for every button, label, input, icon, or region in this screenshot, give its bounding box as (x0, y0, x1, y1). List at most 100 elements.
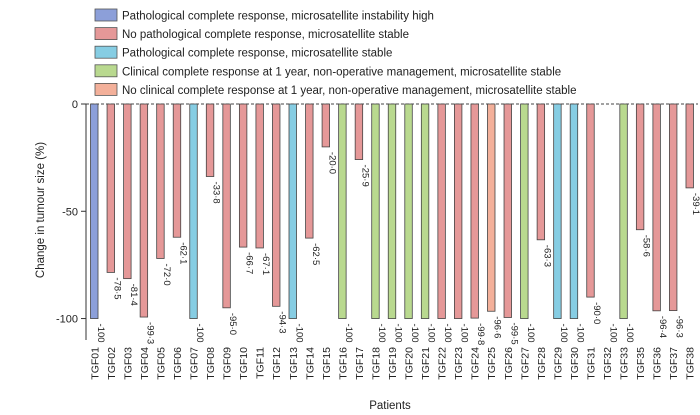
bar-tgf22 (437, 103, 446, 319)
bar-tgf04 (139, 103, 149, 318)
value-label-tgf10: -66·7 (244, 252, 255, 274)
x-tick-label: TGF22 (437, 347, 449, 380)
x-tick-label: TGF19 (387, 347, 399, 380)
x-tick-label: TGF12 (271, 347, 283, 380)
x-tick-label: TGF08 (205, 347, 217, 380)
chart-legend: Pathological complete response, microsat… (94, 8, 577, 97)
bar-tgf31 (586, 103, 595, 298)
value-label-tgf19: -100 (393, 324, 404, 343)
legend-swatch-no_pcr_mss (94, 27, 118, 41)
bar-tgf10 (238, 103, 248, 248)
bar-tgf23 (454, 103, 463, 319)
bar-tgf11 (255, 103, 264, 249)
x-tick-label: TGF02 (106, 347, 118, 380)
bar-tgf36 (652, 103, 661, 312)
legend-label-pcr_msi: Pathological complete response, microsat… (122, 11, 434, 23)
x-tick-label: TGF13 (288, 347, 300, 380)
bar-tgf20 (404, 103, 413, 319)
value-label-tgf15: -20·0 (326, 152, 337, 174)
bar-tgf29 (553, 103, 562, 319)
y-axis-title: Change in tumour size (%) (35, 142, 47, 278)
bar-tgf12 (272, 103, 281, 307)
x-tick-label: TGF04 (139, 347, 151, 380)
value-label-tgf05: -72·0 (161, 263, 172, 285)
value-label-tgf14: -62·5 (310, 243, 321, 265)
x-tick-label: TGF30 (569, 347, 581, 380)
bar-tgf08 (205, 103, 215, 177)
bar-tgf15 (321, 103, 330, 148)
value-label-tgf01: -100 (95, 324, 106, 343)
value-label-tgf07: -100 (194, 324, 205, 343)
value-label-tgf33: -100 (624, 324, 635, 343)
bar-tgf01 (90, 103, 99, 319)
value-label-tgf03: -81·4 (128, 284, 139, 306)
x-tick-label: TGF16 (337, 347, 349, 380)
bar-tgf14 (305, 103, 314, 239)
bar-tgf09 (222, 103, 231, 309)
value-label-tgf37: -96·3 (674, 316, 685, 338)
y-axis: 0 -50 -100 (56, 99, 87, 340)
x-tick-label: TGF27 (519, 347, 531, 380)
value-label-tgf23: -100 (459, 324, 470, 343)
value-label-tgf26: -99·5 (508, 322, 519, 344)
x-tick-label: TGF37 (668, 347, 680, 380)
value-label-tgf12: -94·3 (277, 311, 288, 333)
x-tick-label: TGF20 (404, 347, 416, 380)
legend-swatch-pcr_mss (94, 45, 118, 59)
x-tick-label: TGF25 (486, 347, 498, 380)
bar-tgf05 (156, 103, 165, 259)
value-label-tgf30: -100 (574, 324, 585, 343)
x-tick-label: TGF05 (155, 347, 167, 380)
bar-tgf24 (470, 103, 479, 319)
bar-tgf06 (172, 103, 182, 238)
value-label-tgf27: -100 (525, 324, 536, 343)
value-label-tgf11: -67·1 (260, 253, 271, 275)
x-tick-label: TGF36 (652, 347, 664, 380)
x-tick-label: TGF18 (370, 347, 382, 380)
plot-area: -100 -78·5 -81·4 -99·3 -72·0 -62·1 -100 -33·8 -9… (86, 103, 700, 345)
x-tick-label: TGF28 (536, 347, 548, 380)
value-label-tgf20: -100 (409, 324, 420, 343)
value-label-tgf28: -63·3 (541, 245, 552, 267)
x-tick-label: TGF23 (453, 347, 465, 380)
value-label-tgf35: -58·6 (641, 235, 652, 257)
x-tick-label: TGF31 (585, 347, 597, 380)
x-tick-label: TGF15 (321, 347, 333, 380)
value-label-tgf16: -100 (343, 324, 354, 343)
x-axis-title: Patients (369, 400, 411, 412)
legend-label-no_pcr_mss: No pathological complete response, micro… (122, 29, 409, 41)
x-tick-label: TGF07 (189, 347, 201, 380)
value-label-tgf02: -78·5 (111, 277, 122, 299)
x-tick-label: TGF10 (238, 347, 250, 380)
x-tick-label: TGF06 (172, 347, 184, 380)
value-label-tgf18: -100 (376, 324, 387, 343)
legend-swatch-pcr_msi (94, 8, 118, 22)
bar-tgf13 (288, 103, 297, 319)
bar-tgf27 (520, 103, 529, 319)
bar-tgf03 (123, 103, 132, 280)
bar-tgf16 (338, 103, 347, 319)
x-tick-label: TGF26 (503, 347, 515, 380)
x-tick-label: TGF03 (122, 347, 134, 380)
bar-tgf19 (387, 103, 397, 319)
legend-swatch-ccr (94, 64, 118, 78)
x-tick-label: TGF09 (222, 347, 234, 380)
x-tick-label: TGF01 (89, 347, 101, 380)
x-tick-label: TGF17 (354, 347, 366, 380)
value-label-tgf31: -90·0 (591, 302, 602, 324)
legend-label-ccr: Clinical complete response at 1 year, no… (122, 66, 561, 78)
bar-tgf21 (420, 103, 430, 319)
bar-tgf26 (503, 103, 512, 318)
value-label-tgf24: -99·8 (475, 323, 486, 345)
bar-tgf25 (487, 103, 496, 312)
x-tick-label: TGF32 (602, 347, 614, 380)
bar-tgf17 (354, 103, 364, 160)
legend-label-pcr_mss: Pathological complete response, microsat… (122, 48, 392, 60)
bar-tgf33 (619, 103, 628, 319)
bar-tgf02 (106, 103, 115, 273)
value-label-tgf29: -100 (558, 324, 569, 343)
x-tick-label: TGF33 (619, 347, 631, 380)
value-label-tgf09: -95·0 (227, 313, 238, 335)
x-tick-label: TGF11 (255, 347, 267, 379)
bar-tgf28 (536, 103, 546, 241)
